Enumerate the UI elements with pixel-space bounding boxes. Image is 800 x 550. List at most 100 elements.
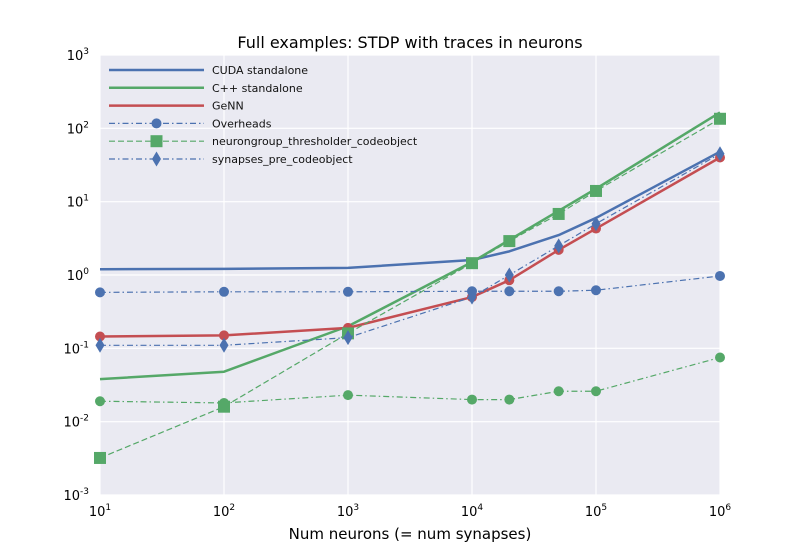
x-tick-label: 102 (213, 503, 235, 520)
grid (99, 54, 721, 496)
data-point-diamond (343, 330, 353, 346)
tick-base: 10 (67, 122, 84, 137)
data-point-circle (343, 286, 353, 297)
y-tick-label: 102 (67, 120, 89, 137)
x-tick-label: 104 (461, 503, 484, 520)
x-axis-ticks: 101 102 103 104 105 106 (89, 503, 732, 520)
x-tick-label: 105 (585, 503, 607, 520)
data-point-circle (95, 396, 105, 407)
data-point-circle (504, 394, 515, 405)
series-cuda-standalone (99, 150, 721, 271)
tick-base: 10 (67, 49, 84, 64)
tick-base: 10 (337, 505, 354, 520)
y-tick-label: 10-3 (63, 487, 89, 504)
tick-base: 10 (585, 505, 602, 520)
y-tick-label: 100 (67, 267, 90, 284)
tick-exponent: 4 (477, 503, 483, 513)
tick-exponent: 1 (83, 194, 89, 204)
legend-label: CUDA standalone (212, 64, 308, 77)
series-synapses-pre-codeobject (95, 146, 725, 353)
tick-base: 10 (63, 416, 80, 431)
x-tick-label: 101 (89, 503, 111, 520)
data-point-diamond (554, 238, 564, 254)
x-axis-label: Num neurons (= num synapses) (289, 525, 532, 543)
series-line (99, 156, 721, 338)
data-point-circle (219, 397, 229, 408)
data-point-diamond (219, 337, 229, 353)
series-line (99, 150, 721, 271)
legend-item: GeNN (109, 100, 244, 113)
data-point-diamond (95, 337, 105, 353)
legend-item: Overheads (109, 117, 272, 130)
tick-exponent: 3 (83, 47, 89, 57)
y-tick-label: 10-1 (63, 340, 89, 357)
legend-label: neurongroup_thresholder_codeobject (212, 135, 418, 148)
data-point-diamond (504, 267, 514, 283)
data-point-circle (219, 330, 229, 341)
chart-title: Full examples: STDP with traces in neuro… (237, 33, 582, 52)
x-tick-label: 103 (337, 503, 359, 520)
series-layer (94, 111, 726, 464)
tick-base: 10 (63, 342, 80, 357)
tick-exponent: 5 (601, 503, 607, 513)
data-point-diamond (715, 146, 725, 162)
y-tick-label: 10-2 (63, 414, 89, 431)
data-point-diamond (152, 151, 161, 167)
tick-exponent: -2 (80, 414, 89, 424)
tick-base: 10 (461, 505, 478, 520)
tick-exponent: 3 (353, 503, 359, 513)
tick-base: 10 (67, 269, 84, 284)
tick-exponent: 2 (229, 503, 235, 513)
data-point-circle (553, 386, 564, 397)
data-point-circle (504, 286, 515, 297)
tick-exponent: -3 (80, 487, 89, 497)
data-point-circle (467, 394, 477, 405)
legend-label: Overheads (212, 117, 272, 130)
data-point-square (552, 207, 565, 220)
data-point-circle (715, 270, 725, 281)
tick-exponent: 6 (725, 503, 731, 513)
data-point-square (714, 112, 726, 125)
data-point-square (466, 257, 478, 270)
series-overheads-c-standalone (95, 352, 725, 408)
tick-base: 10 (63, 489, 80, 504)
legend-label: synapses_pre_codeobject (212, 153, 353, 166)
data-point-circle (219, 286, 229, 297)
y-tick-label: 101 (67, 194, 89, 211)
data-point-diamond (591, 216, 601, 232)
tick-base: 10 (709, 505, 726, 520)
data-point-square (503, 235, 516, 248)
series-line (99, 275, 721, 293)
tick-exponent: 2 (83, 120, 89, 130)
tick-base: 10 (89, 505, 106, 520)
legend-item: neurongroup_thresholder_codeobject (109, 135, 418, 148)
tick-exponent: 1 (105, 503, 111, 513)
x-tick-label: 106 (709, 503, 732, 520)
tick-exponent: 0 (83, 267, 89, 277)
data-point-square (590, 184, 602, 197)
legend-item: CUDA standalone (109, 64, 308, 77)
tick-exponent: -1 (80, 340, 89, 350)
series-c-standalone (99, 111, 721, 381)
tick-base: 10 (67, 196, 84, 211)
series-overheads (95, 270, 725, 298)
data-point-circle (151, 118, 162, 129)
data-point-circle (553, 286, 564, 297)
legend-item: C++ standalone (109, 82, 303, 95)
series-line (99, 356, 721, 404)
data-point-diamond (467, 289, 477, 305)
data-point-circle (95, 287, 105, 298)
data-point-circle (715, 352, 725, 363)
data-point-circle (343, 390, 353, 401)
data-point-square (150, 135, 163, 148)
data-point-circle (591, 285, 601, 296)
legend: CUDA standalone C++ standalone GeNN Overhea… (109, 64, 418, 167)
legend-item: synapses_pre_codeobject (109, 151, 353, 167)
data-point-square (94, 451, 106, 464)
series-line (99, 118, 721, 459)
legend-label: GeNN (212, 100, 244, 113)
legend-label: C++ standalone (212, 82, 303, 95)
data-point-circle (95, 331, 105, 342)
